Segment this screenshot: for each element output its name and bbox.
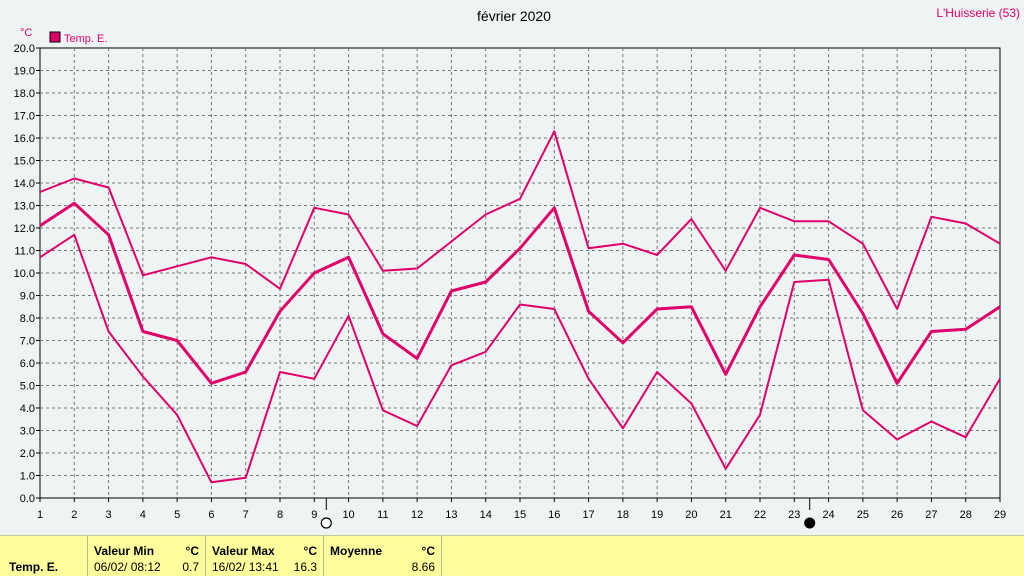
x-tick-label: 18: [617, 509, 629, 521]
x-tick-label: 13: [445, 509, 457, 521]
stats-footer: Temp. E. Valeur Min °C 06/02/ 08:12 0.7 …: [0, 535, 1024, 576]
series-line-min: [39, 233, 1001, 484]
avg-value: 8.66: [411, 560, 435, 574]
x-tick-label: 4: [140, 509, 146, 521]
min-header: Valeur Min: [94, 544, 155, 558]
new-moon-icon: [804, 517, 816, 529]
x-tick-label: 22: [754, 509, 766, 521]
x-tick-label: 11: [377, 509, 388, 521]
avg-cell: Moyenne °C 8.66: [324, 536, 442, 576]
y-tick-label: 11.0: [14, 246, 35, 258]
series-lines: [39, 130, 1001, 484]
max-date: 16/02/ 13:41: [212, 560, 279, 574]
x-tick-label: 14: [480, 509, 492, 521]
y-tick-label: 2.0: [20, 448, 35, 460]
x-tick-label: 17: [582, 509, 594, 521]
x-tick-label: 1: [37, 509, 43, 521]
full-moon-icon: [320, 517, 332, 529]
y-tick-label: 7.0: [20, 336, 35, 348]
y-tick-label: 14.0: [14, 178, 35, 190]
x-tick-label: 12: [411, 509, 423, 521]
max-value: 16.3: [293, 560, 317, 574]
x-tick-label: 23: [788, 509, 800, 521]
x-tick-label: 26: [891, 509, 903, 521]
max-unit: °C: [303, 544, 317, 558]
x-tick-labels: 1 2 3 4 5 6 7 8 9 10 11 12 13 14 15 16 17 18 19 20 21 22 23 24 2…: [37, 498, 1006, 521]
x-tick-label: 9: [311, 509, 317, 521]
min-unit: °C: [185, 544, 199, 558]
y-axis-unit: °C: [20, 27, 32, 39]
series-line-mean: [39, 201, 1001, 385]
x-tick-label: 16: [548, 509, 560, 521]
x-tick-label: 3: [106, 509, 112, 521]
y-tick-label: 17.0: [14, 111, 35, 123]
temperature-chart: février 2020 L'Huisserie (53) °C Temp. E…: [14, 6, 1020, 529]
y-tick-label: 12.0: [14, 223, 35, 235]
x-tick-label: 27: [925, 509, 937, 521]
x-tick-label: 20: [685, 509, 697, 521]
y-tick-label: 5.0: [20, 381, 35, 393]
max-cell: Valeur Max °C 16/02/ 13:41 16.3: [206, 536, 324, 576]
min-cell: Valeur Min °C 06/02/ 08:12 0.7: [88, 536, 206, 576]
y-tick-label: 16.0: [14, 133, 35, 145]
x-tick-label: 21: [720, 509, 732, 521]
min-date: 06/02/ 08:12: [94, 560, 161, 574]
x-tick-label: 28: [960, 509, 972, 521]
x-tick-label: 24: [822, 509, 834, 521]
x-tick-label: 19: [651, 509, 663, 521]
x-tick-label: 6: [208, 509, 214, 521]
y-tick-label: 10.0: [14, 268, 35, 280]
y-tick-label: 8.0: [20, 313, 35, 325]
y-tick-label: 13.0: [14, 201, 35, 213]
y-tick-label: 19.0: [14, 66, 35, 78]
avg-header: Moyenne: [330, 544, 383, 558]
y-tick-label: 9.0: [20, 291, 35, 303]
x-tick-label: 7: [243, 509, 249, 521]
y-tick-label: 20.0: [14, 43, 35, 55]
y-tick-labels: 0.0 1.0 2.0 3.0 4.0 5.0 6.0 7.0 8.0 9.0 10.0 11.0 12…: [14, 43, 40, 505]
legend-swatch: [49, 31, 61, 43]
y-tick-label: 4.0: [20, 403, 35, 415]
y-tick-label: 3.0: [20, 426, 35, 438]
x-tick-label: 15: [514, 509, 526, 521]
x-tick-label: 10: [342, 509, 354, 521]
legend-label: Temp. E.: [64, 33, 107, 45]
stats-row-label: Temp. E.: [9, 560, 59, 574]
y-tick-label: 0.0: [20, 493, 35, 505]
min-value: 0.7: [182, 560, 199, 574]
stats-row-label-cell: Temp. E.: [0, 536, 88, 576]
x-tick-label: 29: [994, 509, 1006, 521]
x-tick-label: 8: [277, 509, 283, 521]
x-tick-label: 2: [71, 509, 77, 521]
y-tick-label: 1.0: [20, 471, 35, 483]
x-tick-label: 5: [174, 509, 180, 521]
grid: [40, 48, 1000, 498]
station-name: L'Huisserie (53): [936, 6, 1020, 20]
y-tick-label: 6.0: [20, 358, 35, 370]
x-tick-label: 25: [857, 509, 869, 521]
series-line-max: [39, 130, 1001, 310]
avg-unit: °C: [421, 544, 435, 558]
y-tick-label: 15.0: [14, 156, 35, 168]
chart-title: février 2020: [477, 8, 551, 24]
y-tick-label: 18.0: [14, 88, 35, 100]
max-header: Valeur Max: [212, 544, 275, 558]
moon-markers: [320, 498, 816, 529]
